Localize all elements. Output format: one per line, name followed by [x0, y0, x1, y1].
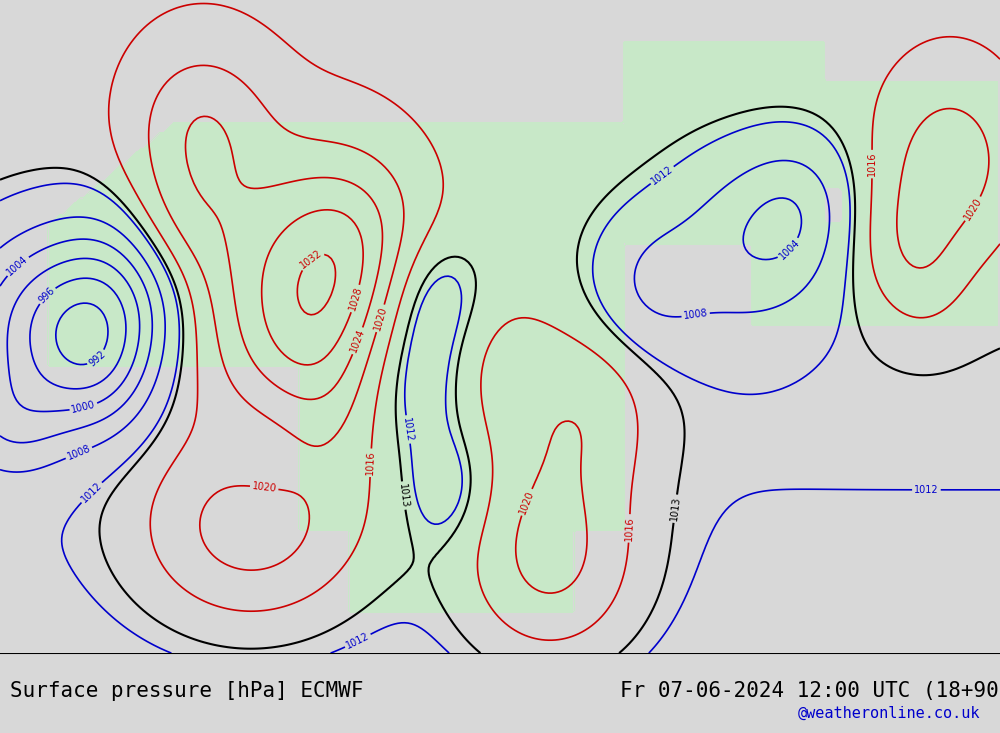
Text: 1028: 1028 [347, 285, 364, 312]
Text: 1016: 1016 [365, 450, 376, 475]
Text: 996: 996 [37, 285, 57, 306]
Text: 1020: 1020 [517, 489, 536, 515]
Text: 1013: 1013 [669, 496, 682, 521]
Text: 1020: 1020 [251, 482, 277, 494]
Text: 1012: 1012 [914, 485, 939, 495]
Text: 1012: 1012 [79, 480, 104, 504]
Text: Fr 07-06-2024 12:00 UTC (18+90): Fr 07-06-2024 12:00 UTC (18+90) [620, 681, 1000, 701]
Text: 1013: 1013 [397, 483, 410, 508]
Text: 1012: 1012 [649, 163, 675, 186]
Text: 1020: 1020 [962, 196, 984, 222]
Text: 1004: 1004 [5, 254, 30, 278]
Text: Surface pressure [hPa] ECMWF: Surface pressure [hPa] ECMWF [10, 681, 364, 701]
Text: 1032: 1032 [298, 248, 324, 270]
Text: 1012: 1012 [345, 631, 371, 651]
Text: 992: 992 [87, 349, 107, 369]
Text: 1016: 1016 [624, 516, 635, 541]
Text: 1008: 1008 [66, 443, 92, 463]
Text: 1024: 1024 [349, 328, 367, 354]
Text: @weatheronline.co.uk: @weatheronline.co.uk [798, 706, 980, 721]
Text: 1008: 1008 [683, 309, 708, 322]
Text: 1020: 1020 [372, 305, 389, 331]
Text: 1012: 1012 [401, 416, 415, 442]
Text: 1000: 1000 [71, 399, 97, 415]
Text: 1016: 1016 [867, 152, 877, 177]
Text: 1004: 1004 [777, 237, 802, 262]
